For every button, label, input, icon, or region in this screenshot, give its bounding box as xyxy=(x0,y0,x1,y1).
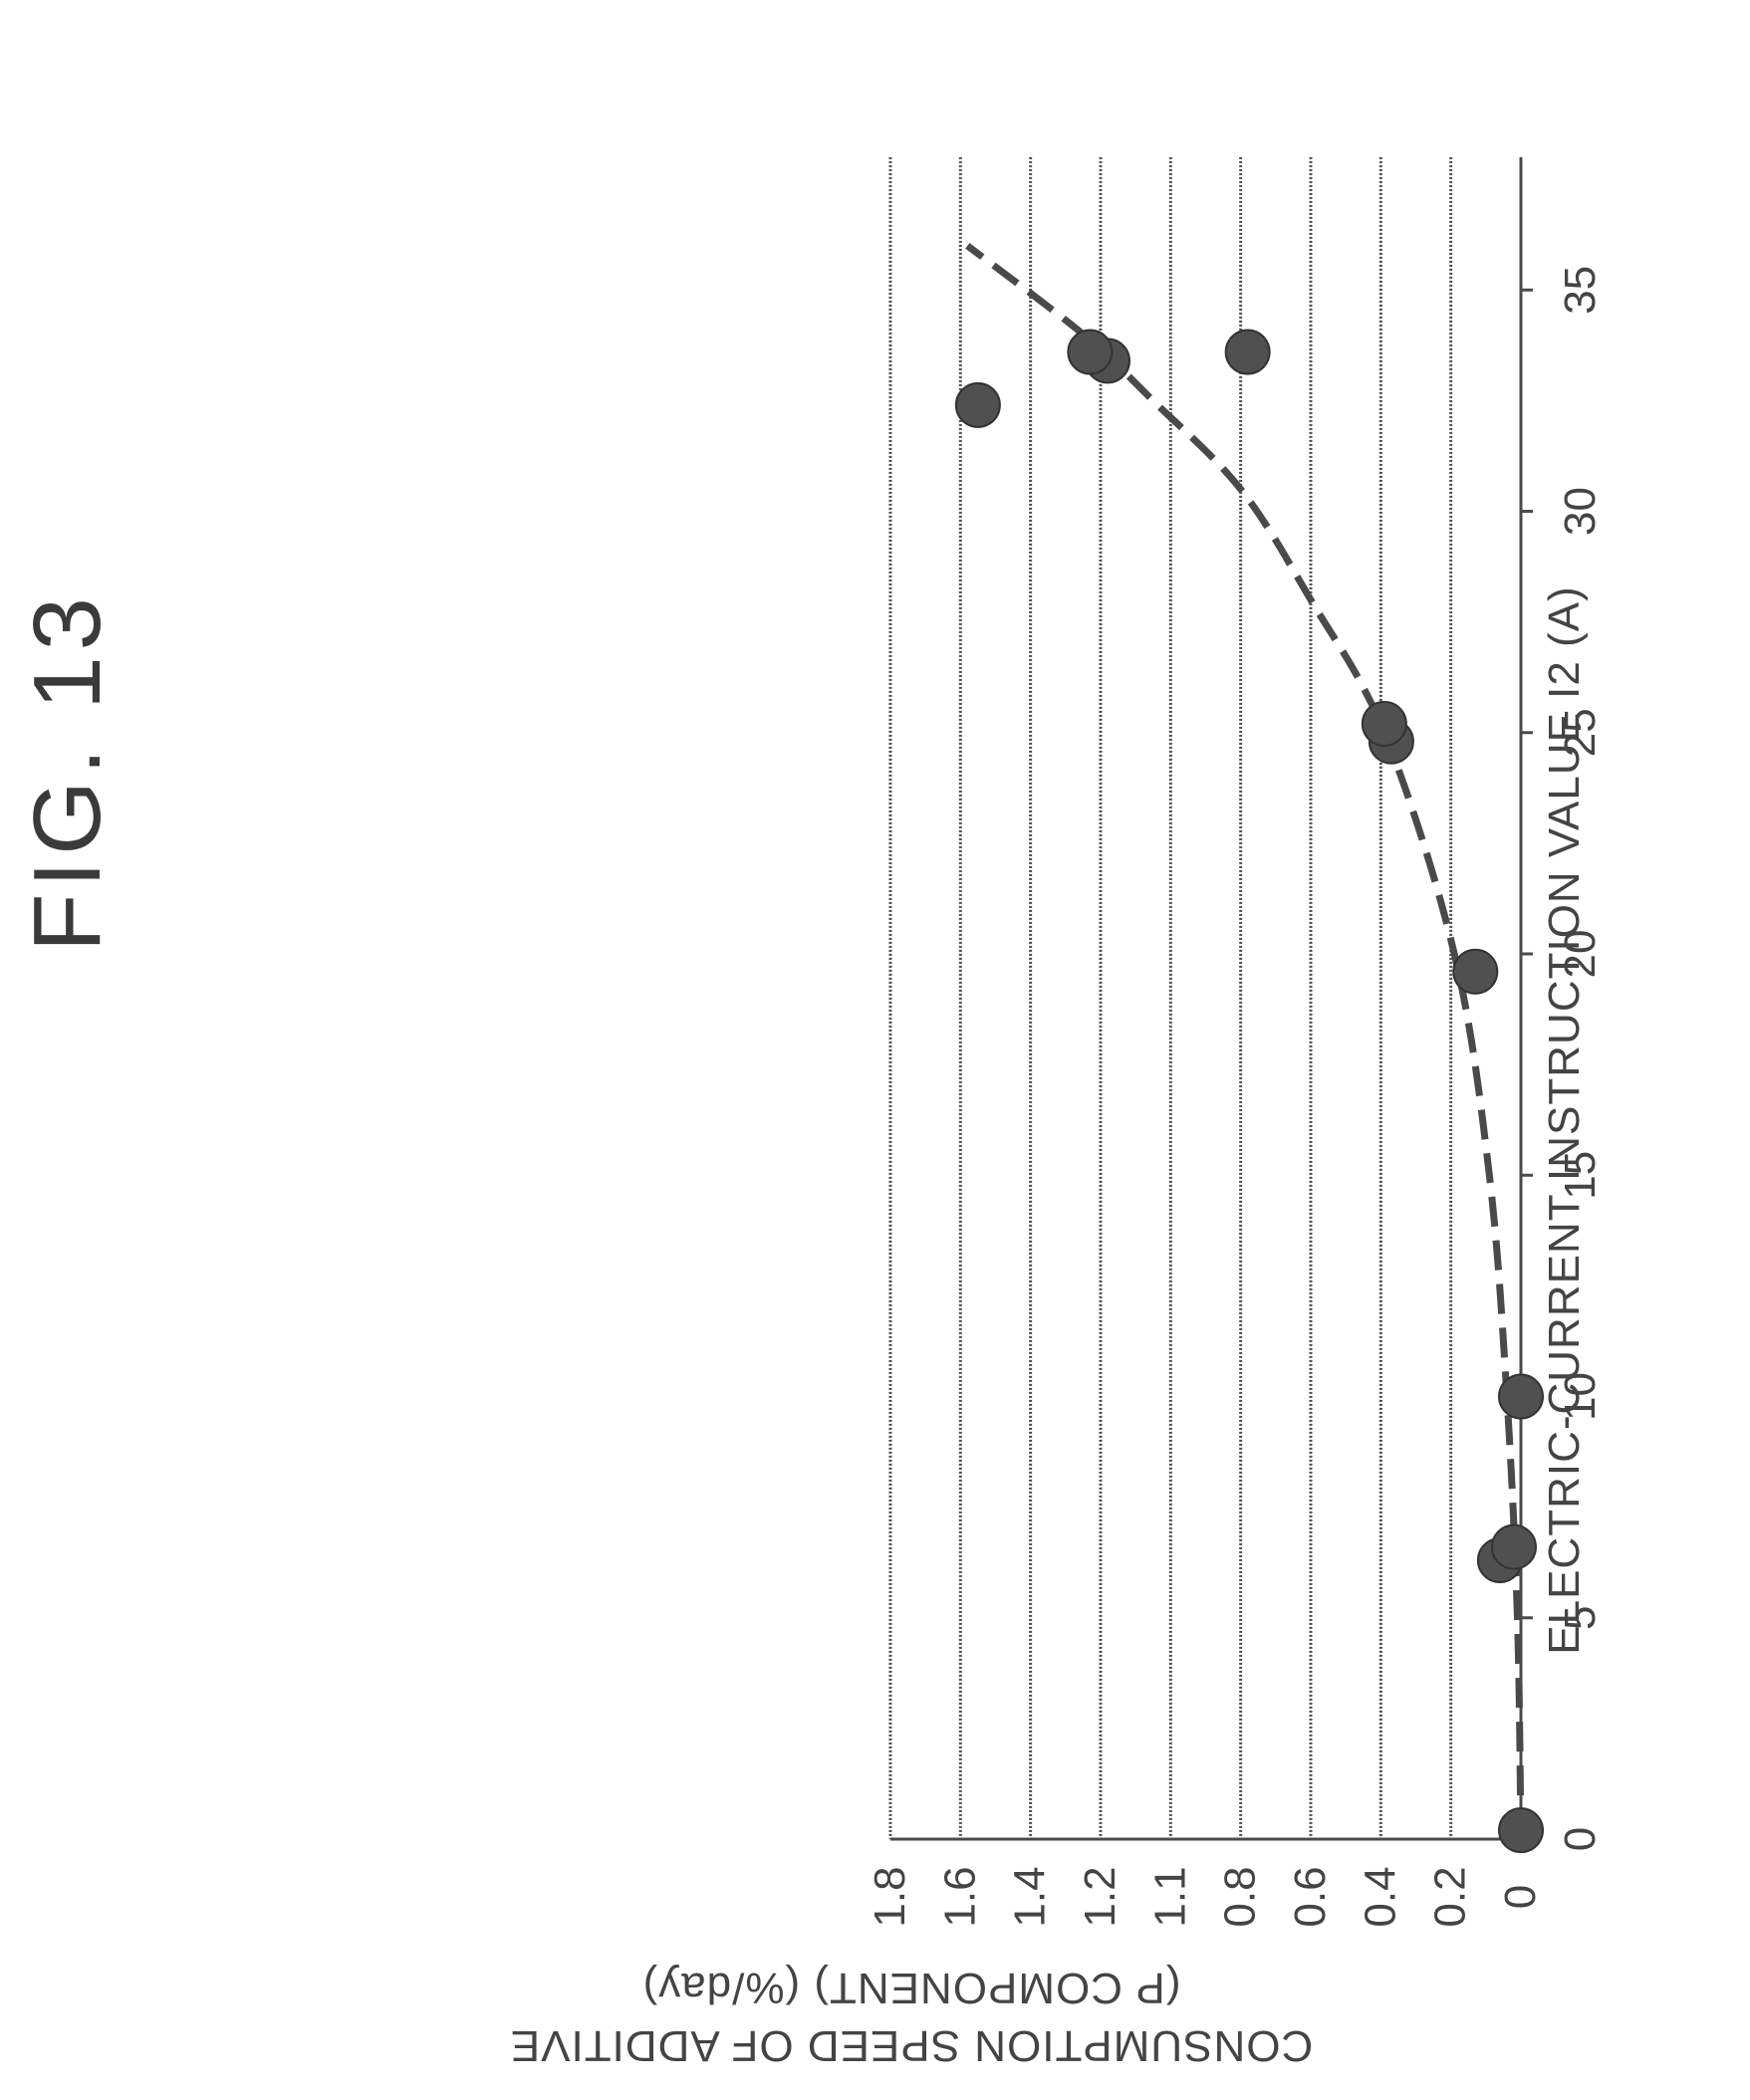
y-tick-label: 0.6 xyxy=(1286,1866,1335,1927)
x-tick-label: 0 xyxy=(1556,1827,1605,1851)
gridlines xyxy=(888,156,1453,1839)
x-tick-label: 5 xyxy=(1556,1606,1605,1630)
data-point xyxy=(1224,329,1271,375)
x-tick-label: 25 xyxy=(1556,708,1605,757)
y-tick-label: 0.2 xyxy=(1426,1866,1475,1927)
x-tick-label: 30 xyxy=(1556,487,1605,536)
y-tick-label: 0.4 xyxy=(1356,1866,1404,1927)
x-tick-label: 10 xyxy=(1556,1372,1605,1421)
plot-area: 0 0.2 0.4 0.6 0.8 1.1 1.2 1.4 1.6 1.8 0 5 10 15 20 25 30… xyxy=(866,156,1605,1928)
y-tick-label: 1.8 xyxy=(866,1866,914,1927)
data-points xyxy=(954,329,1544,1854)
data-point xyxy=(1067,329,1114,375)
y-tick-label: 1.4 xyxy=(1006,1866,1055,1927)
data-point xyxy=(1452,948,1499,995)
data-point xyxy=(1498,1373,1544,1420)
y-tick-label: 1.2 xyxy=(1076,1866,1125,1927)
figure-title: FIG. 13 xyxy=(14,591,121,952)
tick-labels: 0 0.2 0.4 0.6 0.8 1.1 1.2 1.4 1.6 1.8 0 5 10 15 20 25 30… xyxy=(866,266,1605,1928)
y-axis-title: CONSUMPTION SPEED OF ADDITIVE (P COMPONE… xyxy=(510,1964,1313,2070)
y-tick-label: 1.6 xyxy=(935,1866,984,1927)
data-point xyxy=(1498,1807,1544,1854)
fit-curve xyxy=(965,243,1525,1840)
data-point xyxy=(1490,1523,1537,1570)
x-axis-title: ELECTRIC-CURRENT INSTRUCTION VALUE I2 (A… xyxy=(1540,585,1589,1654)
y-tick-label: 1.1 xyxy=(1145,1866,1194,1927)
x-tick-label: 35 xyxy=(1556,266,1605,315)
x-tick-label: 15 xyxy=(1556,1151,1605,1200)
y-tick-label: 0.8 xyxy=(1216,1866,1265,1927)
y-axis-title-line-1: CONSUMPTION SPEED OF ADDITIVE xyxy=(510,2021,1313,2070)
y-axis-title-line-2: (P COMPONENT) (%/day) xyxy=(642,1964,1181,2012)
data-point xyxy=(1361,700,1407,747)
x-tick-label: 20 xyxy=(1556,930,1605,979)
data-point xyxy=(954,381,1001,428)
y-tick-label: 0 xyxy=(1496,1885,1545,1909)
